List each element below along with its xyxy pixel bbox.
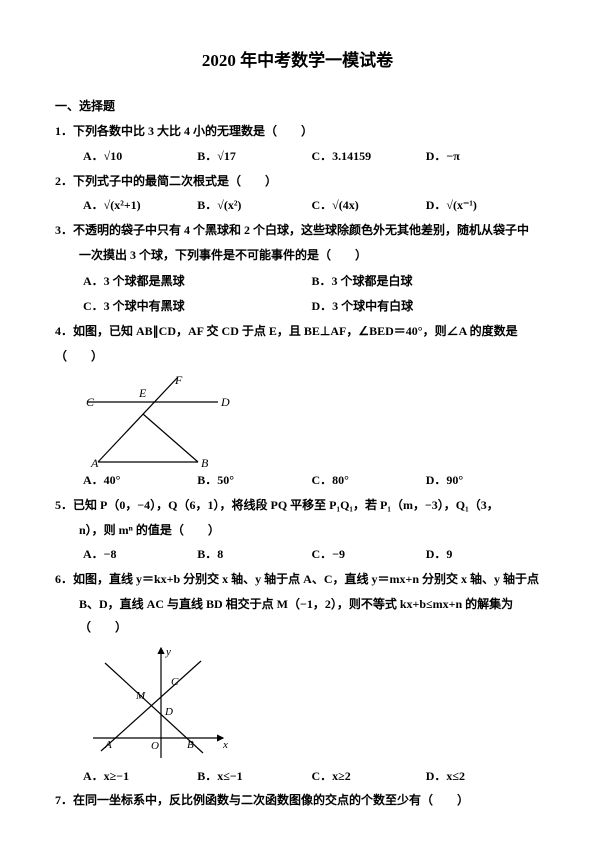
q4-opt-c: C．80° (312, 469, 426, 492)
fig4-label-f: F (174, 373, 183, 387)
q3-opt-a: A．3 个球都是黑球 (83, 270, 312, 293)
q2-opt-c: C．√(4x) (312, 194, 426, 217)
q3-stem-l2: 一次摸出 3 个球，下列事件是不可能事件的是（ ） (55, 244, 540, 267)
q5-opt-d: D．9 (426, 543, 540, 566)
section-heading: 一、选择题 (55, 95, 540, 118)
q6-figure: y x O A B C D M (55, 643, 540, 763)
q4-figure: C D E F A B (55, 372, 540, 467)
q3-opt-c: C．3 个球中有黑球 (83, 295, 312, 318)
q3-opt-b: B．3 个球都是白球 (312, 270, 541, 293)
page-title: 2020 年中考数学一模试卷 (55, 45, 540, 77)
fig6-label-b: B (187, 739, 194, 751)
fig6-label-x: x (222, 739, 228, 751)
q3-opt-d: D．3 个球中有白球 (312, 295, 541, 318)
q4-options: A．40° B．50° C．80° D．90° (55, 469, 540, 492)
q2-opt-b: B．√(x²) (197, 194, 311, 217)
q5-opt-c: C．−9 (312, 543, 426, 566)
q6-stem-l2: B、D，直线 AC 与直线 BD 相交于点 M（−1，2），则不等式 kx+b≤… (55, 593, 540, 639)
q6-opt-c: C．x≥2 (312, 765, 426, 788)
fig6-label-a: A (104, 739, 112, 751)
q7-stem: 7．在同一坐标系中，反比例函数与二次函数图像的交点的个数至少有（ ） (55, 789, 540, 812)
q6-opt-d: D．x≤2 (426, 765, 540, 788)
fig6-label-y: y (165, 646, 171, 658)
q4-stem-l2: （ ） (55, 345, 540, 368)
q2-opt-a: A．√(x²+1) (83, 194, 197, 217)
q5-options: A．−8 B．8 C．−9 D．9 (55, 543, 540, 566)
q5-opt-a: A．−8 (83, 543, 197, 566)
q2-stem: 2．下列式子中的最简二次根式是（ ） (55, 170, 540, 193)
fig6-label-c: C (171, 676, 179, 688)
q3-stem-l1: 3．不透明的袋子中只有 4 个黑球和 2 个白球，这些球除颜色外无其他差别，随机… (55, 219, 540, 242)
fig4-label-c: C (86, 395, 95, 409)
q6-opt-a: A．x≥−1 (83, 765, 197, 788)
q6-opt-b: B．x≤−1 (197, 765, 311, 788)
q1-opt-b: B．√17 (197, 145, 311, 168)
q4-stem-l1: 4．如图，已知 AB∥CD，AF 交 CD 于点 E，且 BE⊥AF，∠BED＝… (55, 320, 540, 343)
q3-options: A．3 个球都是黑球 B．3 个球都是白球 C．3 个球中有黑球 D．3 个球中… (55, 269, 540, 319)
q5-stem-l2: n），则 mⁿ 的值是（ ） (55, 519, 540, 542)
q1-options: A．√10 B．√17 C．3.14159 D．−π (55, 145, 540, 168)
fig6-label-d: D (164, 706, 173, 718)
q5-opt-b: B．8 (197, 543, 311, 566)
q2-options: A．√(x²+1) B．√(x²) C．√(4x) D．√(x⁻¹) (55, 194, 540, 217)
q2-opt-d: D．√(x⁻¹) (426, 194, 540, 217)
q6-stem-l1: 6．如图，直线 y＝kx+b 分别交 x 轴、y 轴于点 A、C，直线 y＝mx… (55, 568, 540, 591)
q1-opt-d: D．−π (426, 145, 540, 168)
fig4-label-d: D (220, 395, 230, 409)
fig4-label-b: B (201, 456, 209, 467)
fig4-label-a: A (90, 456, 99, 467)
q1-stem: 1．下列各数中比 3 大比 4 小的无理数是（ ） (55, 120, 540, 143)
fig4-label-e: E (138, 386, 147, 400)
q4-opt-d: D．90° (426, 469, 540, 492)
q4-opt-a: A．40° (83, 469, 197, 492)
q5-stem-l1: 5．已知 P（0，−4），Q（6，1），将线段 PQ 平移至 P₁Q₁，若 P₁… (55, 494, 540, 517)
q1-opt-c: C．3.14159 (312, 145, 426, 168)
fig6-label-o: O (151, 740, 159, 752)
q4-opt-b: B．50° (197, 469, 311, 492)
q1-opt-a: A．√10 (83, 145, 197, 168)
q6-options: A．x≥−1 B．x≤−1 C．x≥2 D．x≤2 (55, 765, 540, 788)
fig6-label-m: M (135, 690, 146, 702)
